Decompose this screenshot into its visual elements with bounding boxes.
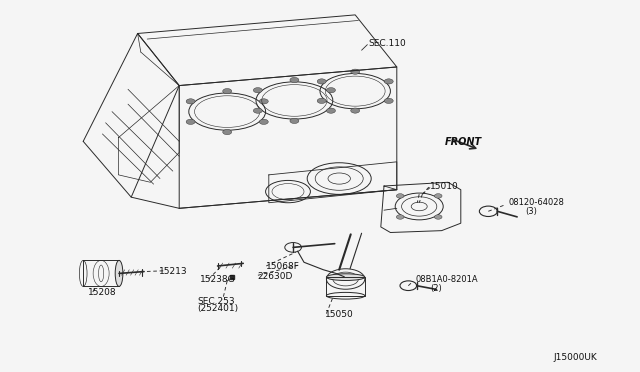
Circle shape — [435, 194, 442, 198]
Text: FRONT: FRONT — [445, 137, 482, 147]
Text: (2): (2) — [430, 284, 442, 293]
Text: 15010: 15010 — [430, 182, 459, 191]
Circle shape — [259, 99, 268, 104]
Text: 08120-64028: 08120-64028 — [509, 198, 564, 207]
Text: 15050: 15050 — [325, 310, 354, 319]
Circle shape — [384, 98, 393, 103]
Text: 22630D: 22630D — [257, 272, 292, 280]
Circle shape — [290, 77, 299, 83]
Circle shape — [396, 215, 404, 219]
Text: 15208: 15208 — [88, 288, 117, 297]
Circle shape — [351, 108, 360, 113]
Circle shape — [223, 89, 232, 94]
Text: 15068F: 15068F — [266, 262, 300, 271]
Text: J15000UK: J15000UK — [554, 353, 597, 362]
Circle shape — [317, 79, 326, 84]
Circle shape — [396, 194, 404, 198]
Circle shape — [290, 118, 299, 124]
Circle shape — [223, 129, 232, 135]
Text: SEC.253: SEC.253 — [197, 297, 235, 306]
Circle shape — [326, 108, 335, 113]
Circle shape — [351, 69, 360, 74]
Circle shape — [435, 215, 442, 219]
Text: (252401): (252401) — [197, 304, 238, 313]
Circle shape — [259, 119, 268, 125]
Text: SEC.110: SEC.110 — [369, 39, 406, 48]
Text: (3): (3) — [525, 207, 537, 216]
Text: 15238G: 15238G — [200, 275, 236, 284]
Ellipse shape — [115, 260, 123, 286]
Circle shape — [253, 88, 262, 93]
Text: 08B1A0-8201A: 08B1A0-8201A — [416, 275, 479, 284]
Circle shape — [326, 88, 335, 93]
Circle shape — [186, 99, 195, 104]
Text: 15213: 15213 — [159, 267, 188, 276]
Ellipse shape — [326, 274, 365, 280]
Circle shape — [253, 108, 262, 113]
Circle shape — [317, 98, 326, 103]
Circle shape — [384, 79, 393, 84]
Circle shape — [186, 119, 195, 125]
